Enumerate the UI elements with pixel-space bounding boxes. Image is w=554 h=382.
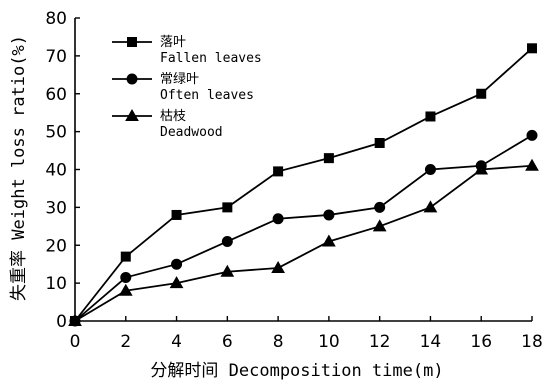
y-tick-label: 20	[45, 236, 67, 256]
series-triangle	[68, 158, 539, 326]
legend-label-en: Fallen leaves	[160, 51, 262, 66]
y-tick-label: 50	[45, 123, 67, 143]
legend-label-zh: 枯枝	[160, 109, 186, 124]
data-point-circle	[272, 213, 284, 225]
y-tick-label: 80	[45, 9, 67, 29]
data-point-square	[425, 111, 436, 122]
data-point-square	[171, 209, 182, 220]
data-point-triangle	[118, 283, 133, 296]
legend-marker-square	[127, 37, 137, 47]
data-point-square	[120, 251, 131, 262]
data-point-triangle	[271, 260, 285, 273]
x-tick-label: 14	[420, 332, 442, 352]
y-tick-label: 60	[45, 85, 67, 105]
x-tick-label: 16	[470, 332, 492, 352]
data-point-circle	[171, 258, 183, 270]
y-tick-label-origin: 0	[56, 312, 67, 332]
x-axis-title: 分解时间 Decomposition time(m)	[150, 361, 443, 381]
data-point-triangle	[423, 200, 438, 213]
x-tick-label: 18	[521, 332, 543, 352]
x-tick-label: 2	[120, 332, 131, 352]
legend-label-en: Often leaves	[160, 88, 254, 103]
data-point-triangle	[474, 162, 489, 175]
x-tick-label: 6	[222, 332, 233, 352]
data-point-triangle	[372, 219, 387, 232]
y-axis-title: 失重率 Weight loss ratio(%)	[9, 35, 29, 301]
data-point-triangle	[68, 313, 82, 326]
data-point-square	[323, 153, 334, 164]
data-point-circle	[120, 271, 132, 283]
series-circle	[69, 129, 538, 327]
data-point-triangle	[322, 234, 336, 247]
data-point-circle	[374, 201, 386, 213]
x-tick-label: 8	[273, 332, 284, 352]
series-square	[70, 43, 537, 326]
series-line-square	[74, 47, 533, 322]
series-line-triangle	[74, 164, 533, 322]
y-tick-label: 70	[45, 47, 67, 67]
data-point-triangle	[169, 276, 184, 289]
data-point-triangle	[525, 158, 539, 171]
legend-marker-circle	[126, 73, 138, 85]
axes: 10 20 30 40 50 60 70 80 00 2 4 6 8 10 12 14 16 18	[45, 9, 542, 352]
data-point-square	[273, 166, 284, 177]
x-tick-label: 4	[171, 332, 182, 352]
legend-marker-triangle	[125, 108, 139, 121]
series-layer	[68, 43, 539, 327]
data-point-square	[222, 202, 233, 213]
legend-label-en: Deadwood	[160, 125, 223, 140]
data-point-triangle	[220, 264, 235, 277]
x-tick-label: 12	[369, 332, 391, 352]
y-tick-label: 40	[45, 161, 67, 181]
x-tick-label: 10	[318, 332, 340, 352]
series-line-circle	[74, 134, 533, 322]
y-tick-label: 30	[45, 198, 67, 218]
data-point-circle	[526, 129, 538, 141]
data-point-circle	[221, 235, 233, 247]
x-tick-label: 0	[70, 332, 81, 352]
legend-label-zh: 常绿叶	[160, 72, 199, 87]
data-point-circle	[424, 164, 436, 175]
data-point-square	[527, 43, 537, 54]
data-point-square	[374, 137, 385, 148]
legend-label-zh: 落叶	[160, 35, 186, 50]
y-tick-label: 10	[45, 274, 67, 294]
data-point-square	[476, 88, 487, 99]
data-point-circle	[323, 209, 335, 221]
